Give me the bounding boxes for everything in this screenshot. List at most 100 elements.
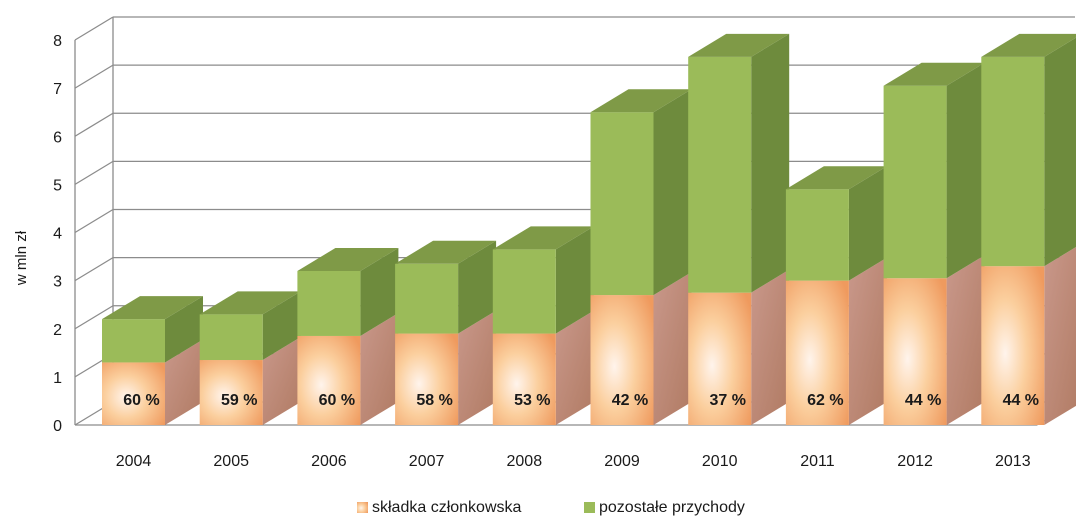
bar-side [360, 248, 399, 336]
legend-label-member-fee: składka członkowska [372, 499, 522, 516]
bar-member-fee [785, 257, 887, 425]
gridline-side [74, 64, 114, 89]
y-axis: 0 1 2 3 4 5 6 7 8 [53, 33, 76, 435]
bar-side [165, 296, 203, 363]
gridline-side [74, 208, 114, 234]
x-axis: 2004 2005 2006 2007 2008 2009 2010 2011 2012 2013 [116, 453, 1031, 470]
legend-swatch-other-income [584, 502, 595, 513]
bar-top [297, 248, 399, 271]
bar-top [688, 33, 790, 57]
bar-member-fee [297, 312, 399, 425]
data-label: 62 % [807, 392, 843, 409]
x-tick-label: 2009 [604, 453, 640, 470]
bar-top [395, 240, 497, 264]
y-tick-label: 7 [53, 81, 62, 98]
bar-side [653, 272, 692, 425]
x-tick-label: 2006 [311, 453, 347, 470]
bar-top [199, 291, 301, 315]
bar-other-income [199, 291, 301, 361]
bar-front [590, 112, 654, 296]
gridline-side [74, 257, 114, 282]
legend-swatch-member-fee [357, 502, 368, 513]
bar-other-income [785, 166, 887, 281]
x-tick-label: 2008 [507, 453, 543, 470]
data-label: 44 % [905, 392, 941, 409]
y-tick-label: 1 [53, 370, 62, 387]
bar-side [653, 89, 692, 296]
bar-side [262, 291, 301, 361]
x-tick-label: 2004 [116, 453, 152, 470]
gridline-side [74, 16, 114, 41]
bar-side [555, 310, 594, 425]
bar-top [102, 296, 203, 320]
bar-side [946, 62, 985, 279]
bar-front [102, 362, 165, 425]
bar-top [785, 166, 887, 190]
bar-top [883, 62, 985, 86]
bar-side [360, 312, 399, 425]
bar-side [751, 33, 790, 293]
bar-side [262, 337, 301, 425]
x-tick-label: 2013 [995, 453, 1031, 470]
bar-front [785, 189, 849, 281]
bar-front [199, 314, 263, 361]
x-tick-label: 2011 [800, 453, 835, 470]
bar-member-fee [492, 310, 594, 425]
bar-member-fee [199, 337, 301, 425]
y-tick-label: 3 [53, 274, 62, 291]
x-tick-label: 2010 [702, 453, 738, 470]
data-label: 44 % [1003, 392, 1039, 409]
bar-other-income [981, 33, 1076, 267]
y-tick-label: 5 [53, 177, 62, 194]
data-label: 37 % [709, 392, 745, 409]
bar-front [492, 333, 556, 425]
bar-member-fee [883, 255, 985, 425]
data-labels: 60 % 59 % 60 % 58 % 53 % 42 % 37 % 62 % 44 % 44 % [123, 392, 1039, 409]
bars [102, 33, 1076, 425]
legend: składka członkowska pozostałe przychody [357, 499, 745, 516]
gridline-side [74, 112, 114, 137]
data-label: 42 % [612, 392, 648, 409]
data-label: 53 % [514, 392, 550, 409]
bar-front [590, 295, 654, 425]
bar-front [981, 56, 1045, 267]
bar-side [165, 339, 203, 425]
bar-front [688, 292, 752, 425]
bar-front [883, 278, 947, 425]
bar-member-fee [102, 339, 203, 425]
bar-front [102, 319, 165, 363]
bar-other-income [395, 240, 497, 334]
y-tick-label: 4 [53, 226, 62, 243]
bar-side [555, 226, 594, 334]
gridline-side [74, 160, 114, 185]
bar-member-fee [590, 272, 692, 425]
bar-side [458, 240, 497, 334]
x-tick-label: 2007 [409, 453, 445, 470]
bar-other-income [102, 296, 203, 363]
bar-front [395, 263, 459, 334]
bar-front [688, 56, 752, 293]
bar-member-fee [981, 247, 1076, 425]
bar-front [297, 271, 361, 336]
data-label: 60 % [123, 392, 159, 409]
y-tick-label: 2 [53, 322, 62, 339]
gridline-side [74, 305, 114, 330]
bar-front [785, 280, 849, 425]
bar-other-income [492, 226, 594, 334]
bar-member-fee [395, 310, 497, 425]
bar-other-income [590, 89, 692, 296]
bar-front [199, 360, 263, 425]
bar-front [981, 266, 1045, 425]
bar-other-income [297, 248, 399, 336]
bar-side [946, 255, 985, 425]
legend-label-other-income: pozostałe przychody [599, 499, 745, 516]
bar-front [395, 333, 459, 425]
y-tick-label: 8 [53, 33, 62, 50]
data-label: 60 % [319, 392, 355, 409]
y-axis-label: w mln zł [13, 230, 30, 286]
bar-side [848, 257, 887, 425]
bar-side [458, 310, 497, 425]
bar-front [492, 249, 556, 334]
x-tick-label: 2005 [213, 453, 249, 470]
